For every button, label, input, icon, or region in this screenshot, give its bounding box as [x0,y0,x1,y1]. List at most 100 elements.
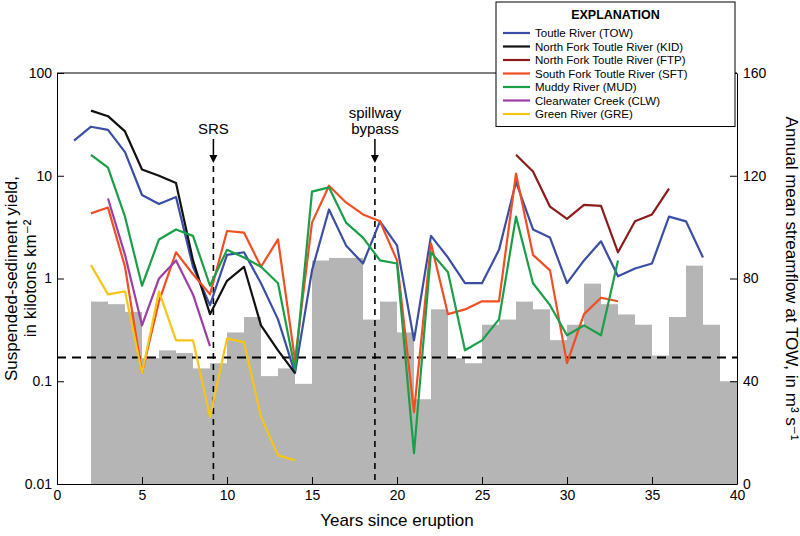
legend-swatch [503,99,530,101]
bar [550,340,567,484]
bar [91,302,108,484]
bar [465,363,482,484]
tick-mark [227,477,228,484]
annotation-arrowhead [371,155,379,163]
line-series [91,155,618,453]
bar [193,368,210,484]
tick-mark [142,477,143,484]
tick-label: 0 [54,487,62,503]
tick: 1 [44,270,64,286]
x-axis-title: Years since eruption [320,511,473,530]
legend-label: North Fork Toutle River (KID) [535,41,683,53]
legend-label: Toutle River (TOW) [535,27,633,39]
annotation-line [213,166,215,484]
tick-label: 35 [645,487,661,503]
tick-mark [567,477,568,484]
x-axis: 0510152025303540 [54,477,746,503]
bar [567,325,584,484]
tick: 80 [730,270,759,286]
tick-label: 0.01 [25,476,52,492]
bar [159,350,176,484]
tick-mark [312,477,313,484]
annotation-arrowhead [209,155,217,163]
tick-label: 120 [743,168,767,184]
legend-label: Muddy River (MUD) [535,81,637,93]
tick-label: 40 [743,373,759,389]
y-axis-title: Suspended-sediment yield,in kilotons km⁻… [2,176,40,381]
bar [652,356,669,484]
legend-swatch [503,32,530,34]
bar [295,384,312,484]
bar [669,317,686,484]
legend-label: South Fork Toutle River (SFT) [535,68,688,80]
line-series [108,199,210,347]
reference-line [57,357,737,359]
tick: 15 [305,477,321,503]
tick: 35 [645,477,661,503]
bar [125,312,142,484]
line-series [91,174,618,413]
tick: 120 [730,168,767,184]
legend-title: EXPLANATION [571,8,660,22]
tick-label: 80 [743,270,759,286]
bar [533,309,550,484]
bar [482,325,499,484]
tick-mark [57,73,64,74]
bar [244,317,261,484]
tick-mark [397,477,398,484]
tick-label: 25 [475,487,491,503]
line-series [74,127,703,373]
legend-swatch [503,86,530,88]
tick-mark [482,477,483,484]
legend-label: North Fork Toutle River (FTP) [535,54,686,66]
legend-swatch [503,59,530,61]
bar [584,284,601,484]
tick: 0.01 [25,476,64,492]
bar [312,261,329,484]
tick-mark [730,279,737,280]
bar [261,376,278,484]
legend-swatch [503,113,530,115]
bar [499,320,516,484]
tick: 0 [730,476,751,492]
tick: 10 [36,168,64,184]
annotation-label: spillwaybypass [349,104,402,137]
legend-label: Green River (GRE) [535,108,633,120]
annotation-label: SRS [198,120,229,137]
tick-mark [730,176,737,177]
annotation-line [374,166,376,484]
bar [618,314,635,484]
bar [703,325,720,484]
line-series [516,155,669,252]
tick-label: 100 [29,65,53,81]
y2-axis-title: Annual mean streamflow at TOW, in m³ s⁻¹ [782,117,800,441]
bar [516,302,533,484]
bar [329,258,346,484]
bar [448,358,465,484]
tick-mark [57,381,64,382]
tick: 25 [475,477,491,503]
legend-swatch [503,45,530,47]
bar [176,353,193,484]
plot-area [57,111,737,484]
tick-mark [730,484,737,485]
tick: 100 [29,65,64,81]
bar [108,304,125,484]
bar [278,368,295,484]
tick-mark [652,477,653,484]
bar [635,325,652,484]
tick-label: 20 [390,487,406,503]
tick-label: 15 [305,487,321,503]
tick: 5 [139,477,147,503]
bar [431,309,448,484]
tick: 20 [390,477,406,503]
bar [720,381,737,484]
bar [346,258,363,484]
tick-label: 1 [44,270,52,286]
tick-label: 0 [743,476,751,492]
bar [380,302,397,484]
bar [686,266,703,484]
tick-label: 0.1 [33,373,53,389]
tick: 30 [560,477,576,503]
legend-label: Clearwater Creek (CLW) [535,95,660,107]
